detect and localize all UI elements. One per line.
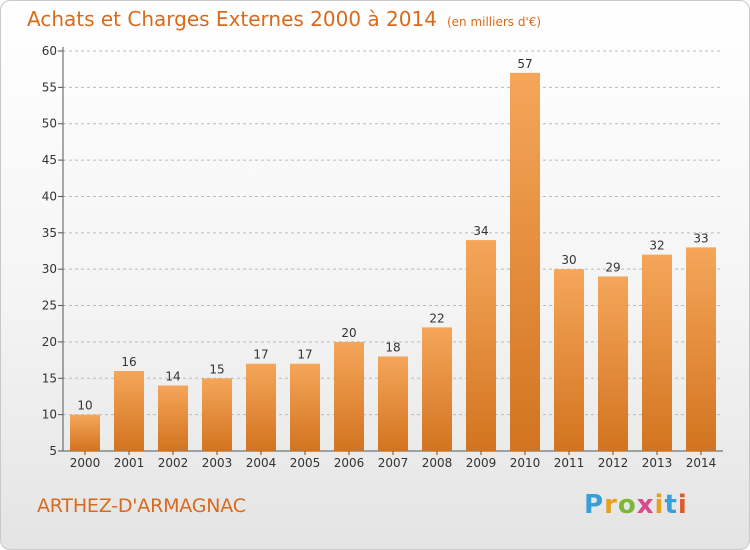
- x-tick-label: 2011: [554, 456, 585, 470]
- bar-2007: [378, 356, 408, 451]
- x-tick-label: 2003: [202, 456, 233, 470]
- bar-2000: [70, 414, 100, 451]
- data-label: 32: [649, 239, 664, 253]
- labels: 10 2000 16 2001 14 2002 15 2003 17 2004 17 2005 20 20…: [70, 57, 717, 470]
- bars: [70, 72, 716, 452]
- logo-letter: t: [664, 490, 678, 520]
- bar-2001: [114, 371, 144, 451]
- bar-2005: [290, 363, 320, 451]
- logo-letter: i: [677, 490, 688, 520]
- bar-2004: [246, 363, 276, 451]
- proxiti-logo: Proxiti: [584, 490, 688, 520]
- x-tick-label: 2001: [114, 456, 145, 470]
- y-tick-label: 10: [42, 408, 57, 422]
- commune-name: ARTHEZ-D'ARMAGNAC: [37, 495, 246, 517]
- x-tick-label: 2009: [466, 456, 497, 470]
- chart-title: Achats et Charges Externes 2000 à 2014 (e…: [27, 7, 541, 31]
- y-tick-label: 30: [42, 262, 57, 276]
- x-tick-label: 2007: [378, 456, 409, 470]
- x-tick-label: 2006: [334, 456, 365, 470]
- bar-2009: [466, 240, 496, 451]
- x-tick-label: 2012: [598, 456, 629, 470]
- logo-letter: x: [636, 490, 655, 520]
- y-tick-label: 20: [42, 335, 57, 349]
- data-label: 17: [297, 348, 312, 362]
- logo-letter: r: [604, 490, 618, 520]
- bar-2008: [422, 327, 452, 451]
- y-tick-label: 15: [42, 371, 57, 385]
- x-tick-label: 2010: [510, 456, 541, 470]
- bar-2011: [554, 269, 584, 451]
- bar-2012: [598, 276, 628, 451]
- y-tick-label: 50: [42, 117, 57, 131]
- x-tick-label: 2004: [246, 456, 277, 470]
- y-tick-label: 40: [42, 189, 57, 203]
- data-label: 22: [429, 311, 444, 325]
- data-label: 20: [341, 326, 356, 340]
- chart-title-text: Achats et Charges Externes 2000 à 2014: [27, 7, 437, 31]
- data-label: 29: [605, 260, 620, 274]
- bar-2013: [642, 254, 672, 451]
- y-tick-label: 35: [42, 226, 57, 240]
- y-tick-label: 55: [42, 80, 57, 94]
- bar-2003: [202, 378, 232, 451]
- x-tick-label: 2008: [422, 456, 453, 470]
- data-label: 34: [473, 224, 488, 238]
- logo-letter: o: [617, 490, 637, 520]
- y-tick-label: 45: [42, 153, 57, 167]
- data-label: 33: [693, 231, 708, 245]
- y-tick-label: 5: [49, 444, 57, 458]
- data-label: 30: [561, 253, 576, 267]
- bar-2010: [510, 72, 540, 452]
- x-tick-label: 2000: [70, 456, 101, 470]
- bar-2014: [686, 247, 716, 451]
- x-tick-label: 2005: [290, 456, 321, 470]
- data-label: 10: [77, 399, 92, 413]
- bar-2002: [158, 385, 188, 451]
- y-tick-label: 25: [42, 299, 57, 313]
- logo-letter: P: [584, 490, 605, 520]
- bar-2006: [334, 341, 364, 451]
- y-tick-label: 60: [42, 44, 57, 58]
- data-label: 14: [165, 370, 180, 384]
- data-label: 15: [209, 362, 224, 376]
- x-tick-label: 2013: [642, 456, 673, 470]
- data-label: 17: [253, 348, 268, 362]
- logo-letter: i: [654, 490, 665, 520]
- x-tick-label: 2002: [158, 456, 189, 470]
- chart-unit: (en milliers d'€): [446, 15, 542, 29]
- data-label: 18: [385, 340, 400, 354]
- x-tick-label: 2014: [686, 456, 717, 470]
- data-label: 16: [121, 355, 136, 369]
- data-label: 57: [517, 57, 532, 71]
